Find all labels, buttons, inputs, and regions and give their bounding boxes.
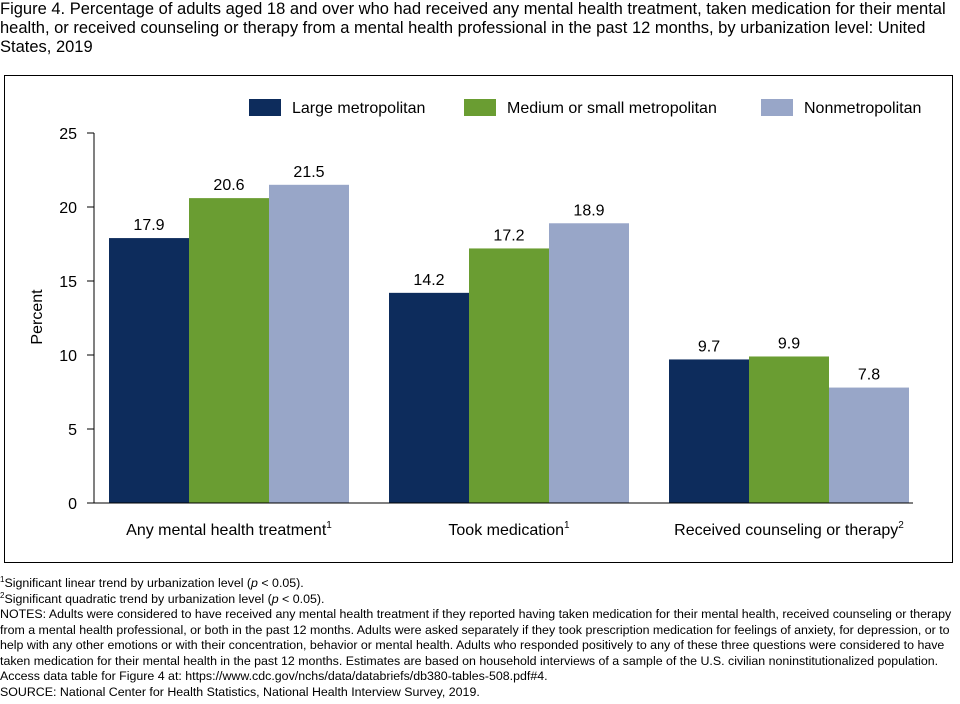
x-category-label: Any mental health treatment1 [126,520,332,539]
x-category-superscript: 1 [326,520,332,531]
x-category-name: Any mental health treatment [126,522,327,539]
bar [829,387,909,503]
x-category-label: Took medication1 [448,520,570,539]
bar-value-label: 21.5 [293,164,324,181]
bar-group: 14.2 17.2 18.9 [389,202,629,503]
bar-value-label: 17.2 [493,227,524,244]
bar [469,248,549,503]
y-axis: 0 5 10 15 20 25 [59,126,95,513]
legend-label: Medium or small metropolitan [507,100,717,117]
bar-value-label: 9.7 [698,338,720,355]
bar [189,198,269,503]
bar-chart: Large metropolitan Medium or small metrop… [29,99,921,539]
bar [549,223,629,503]
notes-text: NOTES: Adults were considered to have re… [0,607,952,683]
footnote-1: 1Significant linear trend by urbanizatio… [0,574,304,590]
y-tick-label: 15 [59,274,77,291]
legend: Large metropolitan Medium or small metrop… [249,99,921,117]
source-text: SOURCE: National Center for Health Stati… [0,684,480,699]
bar-value-label: 18.9 [573,202,604,219]
legend-swatch [761,99,793,116]
bar-group: 9.7 9.9 7.8 [669,335,909,503]
x-category-superscript: 2 [898,520,904,531]
bar [389,292,469,503]
bars: 17.9 20.6 21.5 14.2 17.2 18.9 9.7 9.9 7.8 [109,164,909,504]
x-category-superscript: 1 [564,520,570,531]
legend-swatch [464,99,496,116]
legend-label: Nonmetropolitan [804,100,921,117]
footnote-2: 2Significant quadratic trend by urbaniza… [0,590,325,606]
legend-item: Medium or small metropolitan [464,99,717,117]
x-category-name: Took medication [448,522,564,539]
bar-value-label: 17.9 [133,217,164,234]
legend-item: Nonmetropolitan [761,99,921,117]
x-axis: Any mental health treatment1 Took medicat… [94,502,913,539]
y-tick-label: 10 [59,348,77,365]
x-category-label: Received counseling or therapy2 [674,520,904,539]
chart-frame: Large metropolitan Medium or small metrop… [4,75,953,563]
bar-value-label: 14.2 [413,272,444,289]
bar [109,238,189,503]
y-tick-label: 20 [59,200,77,217]
bar [269,184,349,504]
bar-group: 17.9 20.6 21.5 [109,164,349,504]
figure-title: Figure 4. Percentage of adults aged 18 a… [0,0,946,56]
y-tick-label: 0 [68,496,77,513]
y-tick-label: 5 [68,422,77,439]
bar [749,356,829,503]
x-category-name: Received counseling or therapy [674,522,898,539]
bar-value-label: 9.9 [778,335,800,352]
y-tick-label: 25 [59,126,77,143]
legend-swatch [249,99,281,116]
legend-item: Large metropolitan [249,99,425,117]
legend-label: Large metropolitan [292,100,425,117]
bar [669,359,749,503]
figure-notes: 1Significant linear trend by urbanizatio… [0,574,958,700]
y-axis-label: Percent [29,289,46,345]
bar-value-label: 7.8 [858,367,880,384]
bar-value-label: 20.6 [213,177,244,194]
